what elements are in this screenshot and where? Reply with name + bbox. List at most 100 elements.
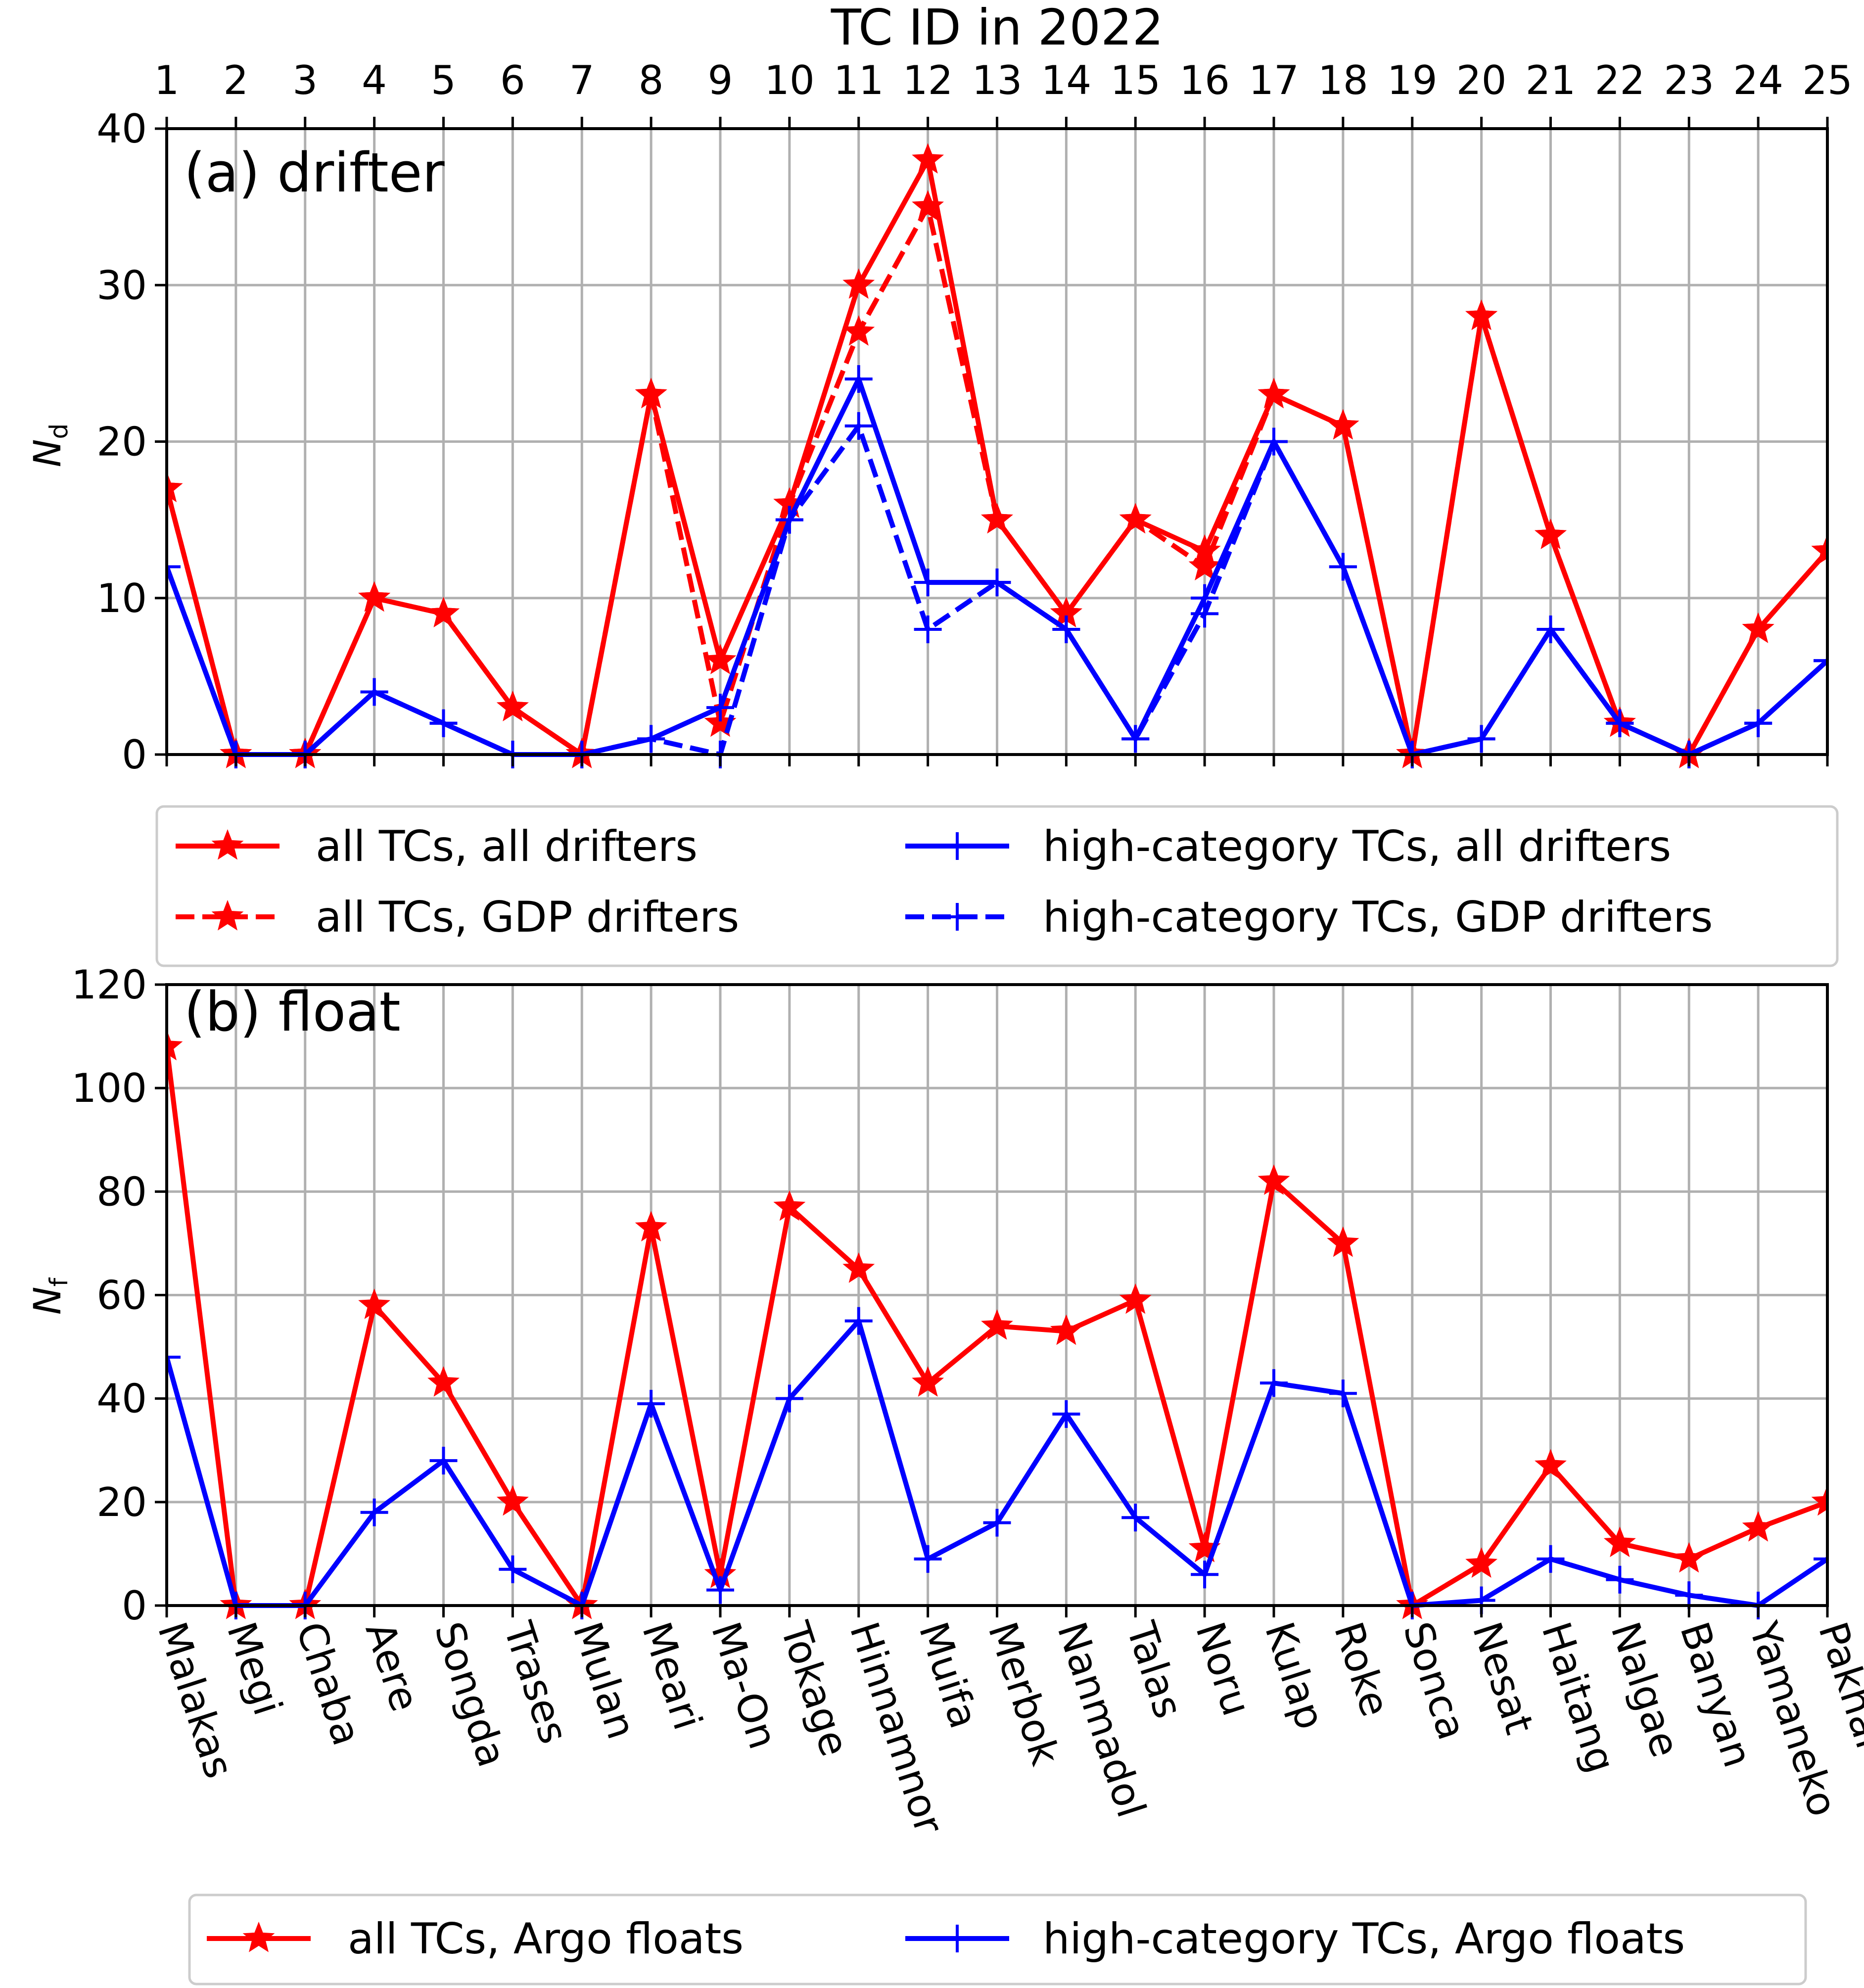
top-tick-label-9: 9 [708, 57, 733, 103]
legend-all-tcs-gdp-drifters: all TCs, GDP drifters [316, 893, 739, 942]
point-b-1-8 [637, 1390, 665, 1418]
legend-mark-b-0 [207, 1921, 311, 1952]
point-b-1-12 [914, 1545, 942, 1573]
point-a-3-21 [1537, 615, 1565, 643]
legend-mark-a-3-marker [943, 903, 971, 931]
point-b-1-14 [1052, 1400, 1080, 1428]
point-a-3-20 [1467, 725, 1495, 753]
point-b-0-12 [912, 1366, 944, 1397]
tc-name-meari: Meari [633, 1616, 711, 1735]
point-b-1-15 [1121, 1504, 1150, 1532]
legend-mark-a-0 [176, 829, 280, 860]
point-a-1-20 [1465, 299, 1498, 331]
point-b-1-16 [1191, 1561, 1219, 1589]
point-a-2-12 [914, 568, 942, 597]
ytick-label-b-60: 60 [96, 1273, 147, 1319]
legend-mark-a-1-marker [211, 899, 244, 931]
legend-all-tcs-all-drifters: all TCs, all drifters [316, 822, 698, 871]
point-b-1-10 [775, 1384, 803, 1413]
point-a-0-9 [704, 644, 737, 674]
drifter-legend-box [155, 805, 1839, 967]
point-a-3-1 [167, 553, 181, 581]
drifter-ylabel-main: N [25, 439, 69, 467]
top-tick-label-12: 12 [903, 57, 953, 103]
ytick-label-b-0: 0 [122, 1583, 147, 1629]
drifter-legend: all TCs, all drifters all TCs, GDP drift… [155, 805, 1839, 967]
top-tick-label-23: 23 [1664, 57, 1714, 103]
point-a-3-13 [983, 568, 1011, 597]
tc-name-aere: Aere [357, 1616, 428, 1717]
ytick-label-a-0: 0 [122, 732, 147, 778]
float-panel: 0 20 40 60 80 100 120 MalakasMegiChabaAereSong… [25, 962, 1864, 1840]
top-tick-label-3: 3 [292, 57, 318, 103]
tc-name-chaba: Chaba [287, 1616, 370, 1751]
point-b-0-5 [427, 1366, 460, 1397]
point-b-0-15 [1119, 1283, 1152, 1314]
point-b-1-13 [983, 1509, 1011, 1537]
top-tick-label-4: 4 [362, 57, 387, 103]
float-y-axis-label: Nf [25, 1277, 73, 1315]
grid-a [165, 127, 1829, 756]
float-legend-marks [207, 1921, 1009, 1952]
top-tick-label-6: 6 [500, 57, 525, 103]
point-a-3-17 [1260, 427, 1288, 456]
point-a-3-8 [637, 725, 665, 753]
legend-all-tcs-argo-floats: all TCs, Argo floats [348, 1914, 744, 1964]
top-tick-label-1: 1 [154, 57, 180, 103]
tc-name-muifa: Muifa [910, 1616, 987, 1734]
top-tick-label-13: 13 [972, 57, 1023, 103]
point-b-0-10 [773, 1190, 806, 1221]
point-a-3-14 [1052, 615, 1080, 643]
point-b-1-22 [1606, 1565, 1634, 1594]
top-tick-label-22: 22 [1594, 57, 1645, 103]
point-a-1-18 [1327, 409, 1359, 440]
point-b-1-21 [1537, 1545, 1565, 1573]
drifter-x-ticks [165, 755, 1829, 766]
point-a-1-12 [912, 189, 944, 221]
point-a-1-15 [1119, 503, 1152, 534]
point-b-0-24 [1742, 1511, 1774, 1542]
legend-mark-a-0-marker [211, 829, 244, 860]
float-ylabel-main: N [25, 1286, 69, 1315]
legend-mark-a-2-marker [943, 832, 971, 860]
point-b-0-22 [1603, 1526, 1636, 1558]
ytick-label-b-120: 120 [71, 962, 147, 1008]
point-b-0-21 [1535, 1449, 1567, 1480]
point-b-1-6 [499, 1555, 527, 1583]
ytick-label-b-20: 20 [96, 1479, 147, 1525]
point-a-1-11 [842, 315, 875, 346]
point-b-1-17 [1260, 1369, 1288, 1397]
point-a-1-5 [427, 597, 460, 627]
point-b-1-9 [706, 1576, 734, 1604]
top-tick-label-20: 20 [1456, 57, 1507, 103]
drifter-legend-marks [176, 829, 1009, 931]
top-tick-label-11: 11 [834, 57, 884, 103]
point-b-0-23 [1673, 1542, 1705, 1573]
top-tick-label-2: 2 [223, 57, 248, 103]
point-b-0-13 [981, 1309, 1013, 1340]
point-a-1-25 [1811, 534, 1827, 565]
float-panel-label: (b) float [184, 980, 401, 1043]
point-b-0-8 [635, 1211, 667, 1242]
top-tick-label-8: 8 [639, 57, 664, 103]
point-a-1-13 [981, 503, 1013, 534]
point-b-0-14 [1050, 1314, 1082, 1345]
ytick-label-b-80: 80 [96, 1169, 147, 1215]
ytick-label-b-40: 40 [96, 1376, 147, 1422]
top-tick-label-17: 17 [1249, 57, 1299, 103]
point-b-0-17 [1258, 1164, 1290, 1195]
point-b-1-5 [429, 1447, 458, 1475]
point-a-3-12 [914, 615, 942, 643]
legend-high-cat-argo-floats: high-category TCs, Argo floats [1043, 1914, 1685, 1964]
point-b-1-4 [360, 1498, 388, 1526]
top-tick-label-25: 25 [1802, 57, 1853, 103]
point-b-0-20 [1465, 1547, 1498, 1578]
tc-name-noru: Noru [1187, 1616, 1260, 1721]
point-b-1-1 [167, 1343, 181, 1371]
point-b-0-4 [358, 1288, 391, 1320]
point-b-0-18 [1327, 1226, 1359, 1257]
drifter-series [167, 143, 1827, 768]
legend-mark-b-0-marker [242, 1921, 275, 1952]
point-b-1-11 [844, 1307, 873, 1335]
